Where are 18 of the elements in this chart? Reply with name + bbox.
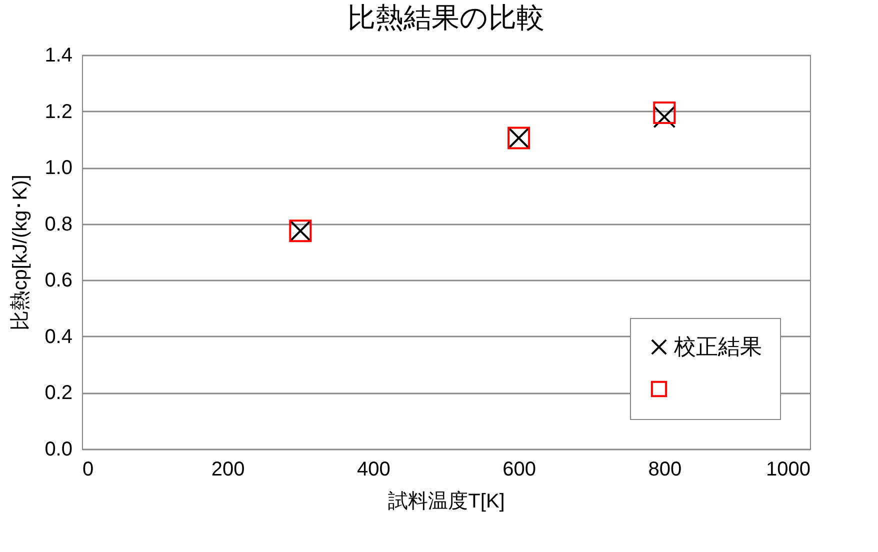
- chart-title: 比熱結果の比較: [348, 2, 544, 33]
- x-axis-title: 試料温度T[K]: [388, 490, 505, 512]
- x-tick-label: 1000: [766, 458, 810, 480]
- y-tick-label: 0.8: [44, 213, 72, 236]
- x-tick-label: 200: [211, 458, 245, 480]
- y-tick-label: 1.0: [44, 157, 72, 180]
- y-axis-title: 比熱cp[kJ/(kg･K)]: [10, 174, 32, 330]
- y-tick-label: 0.6: [44, 270, 72, 292]
- y-tick-label: 1.4: [44, 44, 72, 66]
- x-tick-label: 600: [502, 458, 536, 480]
- x-tick-label: 0: [82, 458, 94, 480]
- legend-label: 校正結果: [673, 334, 762, 359]
- x-tick-label: 400: [357, 458, 390, 480]
- y-tick-label: 0.2: [44, 382, 72, 404]
- y-tick-label: 0.0: [44, 438, 72, 460]
- y-tick-label: 0.4: [44, 326, 72, 348]
- y-tick-label: 1.2: [44, 100, 72, 123]
- x-tick-label: 800: [648, 458, 682, 480]
